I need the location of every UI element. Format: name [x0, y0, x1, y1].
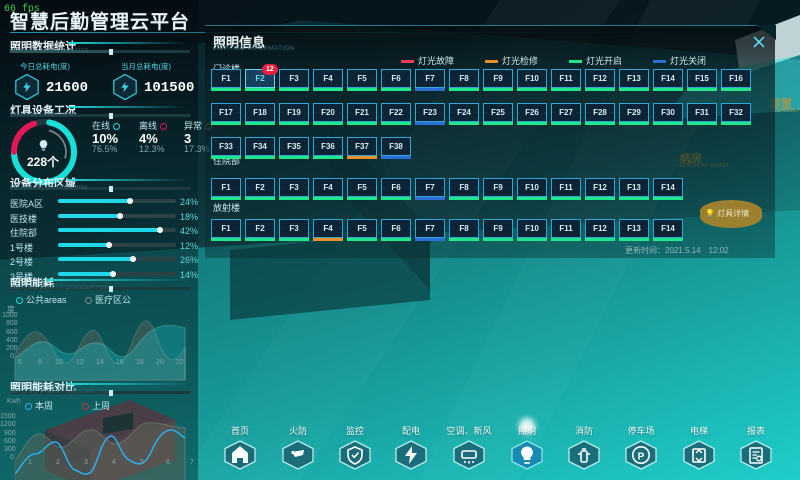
svg-text:P: P [638, 452, 645, 463]
